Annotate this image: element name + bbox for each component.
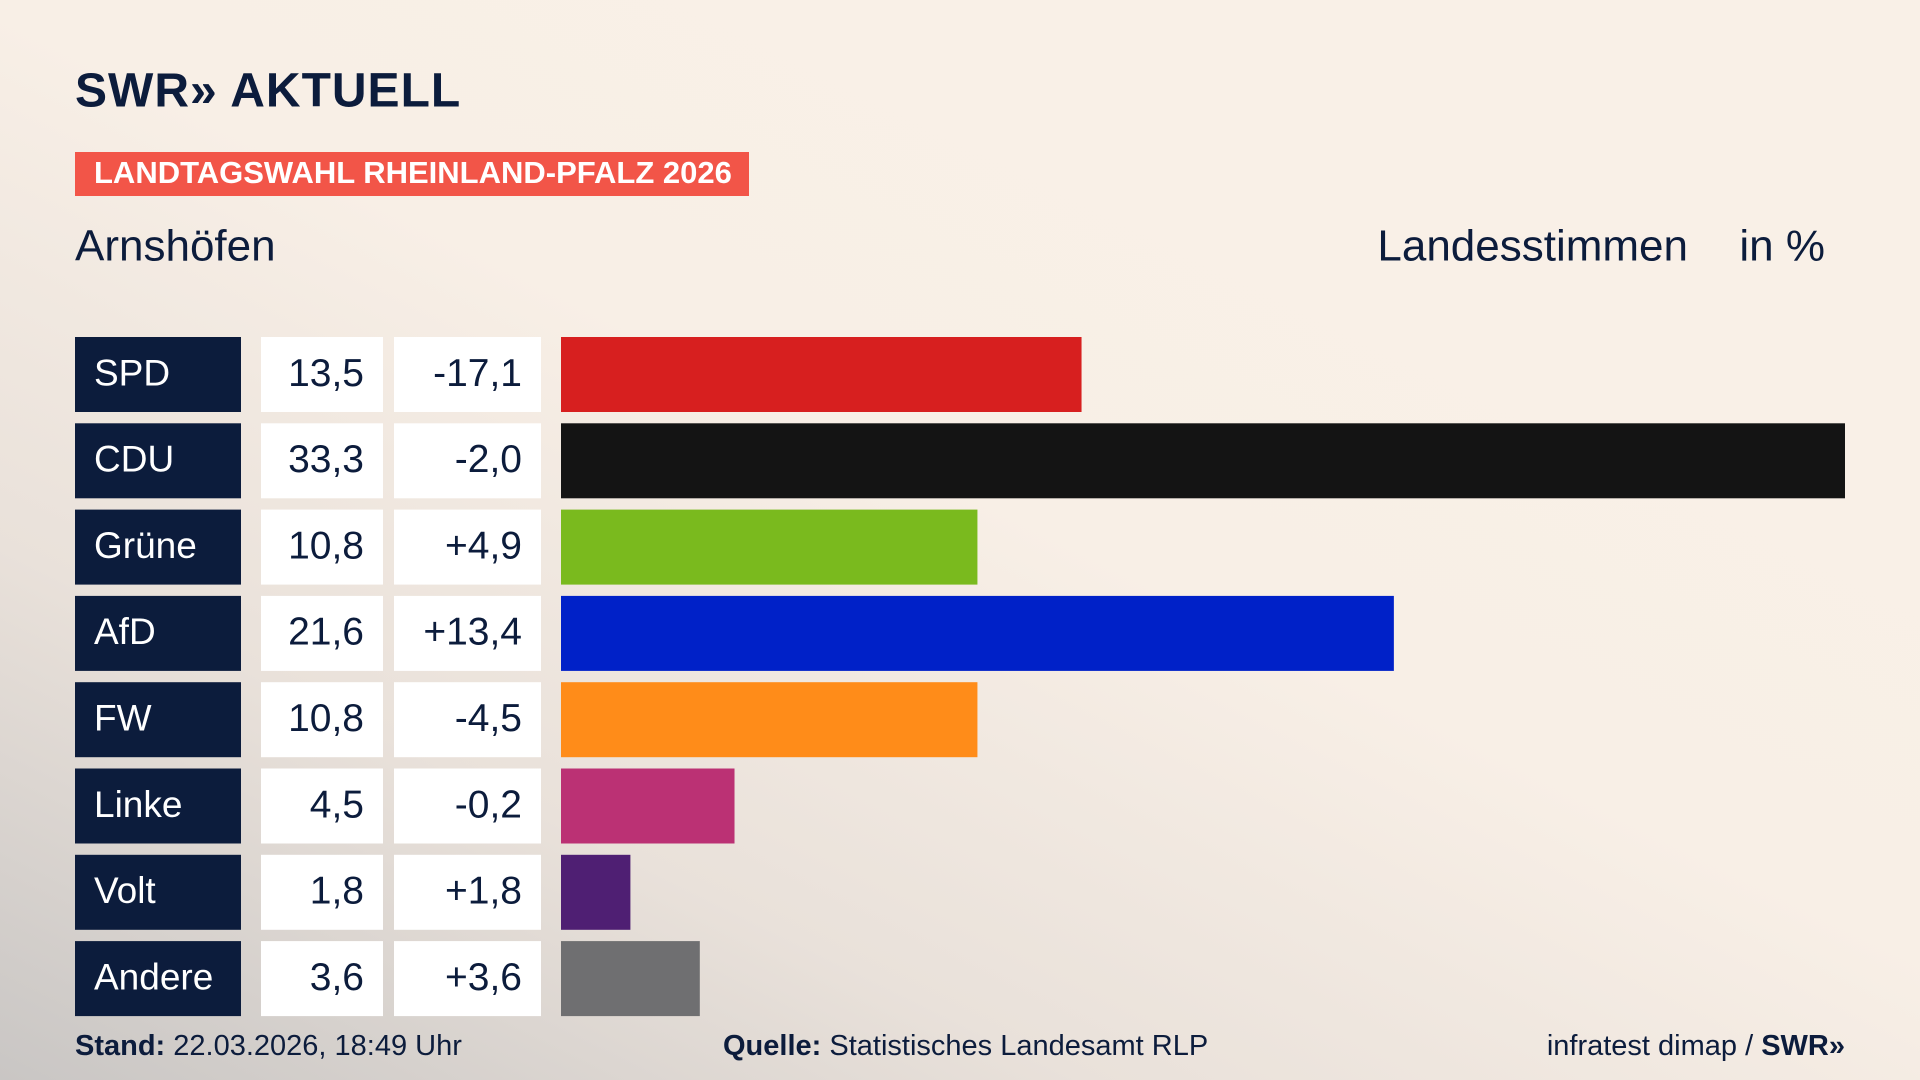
bar <box>561 423 1845 499</box>
party-label: Linke <box>94 784 182 825</box>
change-cell <box>394 941 541 1017</box>
source: Quelle: Statistisches Landesamt RLP <box>723 1030 1208 1062</box>
credit-brand: SWR» <box>1761 1030 1845 1062</box>
change-label: -2,0 <box>455 438 522 481</box>
share-cell <box>261 682 383 758</box>
bar <box>561 941 700 1017</box>
share-cell <box>261 941 383 1017</box>
party-cell <box>75 682 241 758</box>
party-label: Grüne <box>94 525 197 566</box>
party-cell <box>75 854 241 930</box>
change-cell <box>394 337 541 412</box>
change-label: +4,9 <box>445 524 522 567</box>
bar <box>561 682 978 758</box>
party-cell <box>75 509 241 585</box>
source-label: Quelle: <box>723 1030 821 1062</box>
credit-text: infratest dimap / <box>1547 1030 1754 1062</box>
change-cell <box>394 509 541 585</box>
share-cell <box>261 854 383 930</box>
stand: Stand: 22.03.2026, 18:49 Uhr <box>75 1030 462 1062</box>
change-cell <box>394 423 541 499</box>
party-label: AfD <box>94 611 156 652</box>
bar <box>561 854 631 930</box>
source-value: Statistisches Landesamt RLP <box>829 1030 1208 1062</box>
change-cell <box>394 768 541 844</box>
measure: Landesstimmen <box>1377 222 1688 271</box>
bar <box>561 509 978 585</box>
party-label: SPD <box>94 352 170 393</box>
location: Arnshöfen <box>75 222 276 271</box>
brand-logo: SWR» AKTUELL <box>75 65 461 118</box>
share-label: 10,8 <box>288 697 364 740</box>
bar <box>561 337 1082 412</box>
share-label: 33,3 <box>288 438 364 481</box>
bar <box>561 595 1394 671</box>
share-cell <box>261 423 383 499</box>
change-label: +1,8 <box>445 870 522 913</box>
party-label: Andere <box>94 956 213 997</box>
change-label: +13,4 <box>423 611 522 654</box>
change-cell <box>394 682 541 758</box>
party-label: FW <box>94 697 152 738</box>
party-label: Volt <box>94 870 156 911</box>
stand-label: Stand: <box>75 1030 165 1062</box>
share-cell <box>261 337 383 412</box>
change-label: -0,2 <box>455 783 522 826</box>
share-label: 10,8 <box>288 524 364 567</box>
share-cell <box>261 768 383 844</box>
bar <box>561 768 735 844</box>
share-cell <box>261 595 383 671</box>
change-cell <box>394 595 541 671</box>
share-label: 21,6 <box>288 611 364 654</box>
party-label: CDU <box>94 439 174 480</box>
party-cell <box>75 595 241 671</box>
share-label: 1,8 <box>310 870 364 913</box>
change-cell <box>394 854 541 930</box>
party-cell <box>75 337 241 412</box>
party-cell <box>75 941 241 1017</box>
change-label: -4,5 <box>455 697 522 740</box>
party-cell <box>75 423 241 499</box>
party-cell <box>75 768 241 844</box>
share-label: 4,5 <box>310 783 364 826</box>
change-label: +3,6 <box>445 956 522 999</box>
share-label: 3,6 <box>310 956 364 999</box>
credit: infratest dimap / SWR» <box>1547 1030 1845 1062</box>
banner <box>75 152 749 196</box>
unit: in % <box>1739 222 1825 271</box>
share-cell <box>261 509 383 585</box>
stand-value: 22.03.2026, 18:49 Uhr <box>173 1030 462 1062</box>
banner-text: LANDTAGSWAHL RHEINLAND-PFALZ 2026 <box>94 155 732 190</box>
share-label: 13,5 <box>288 352 364 395</box>
change-label: -17,1 <box>433 352 522 395</box>
